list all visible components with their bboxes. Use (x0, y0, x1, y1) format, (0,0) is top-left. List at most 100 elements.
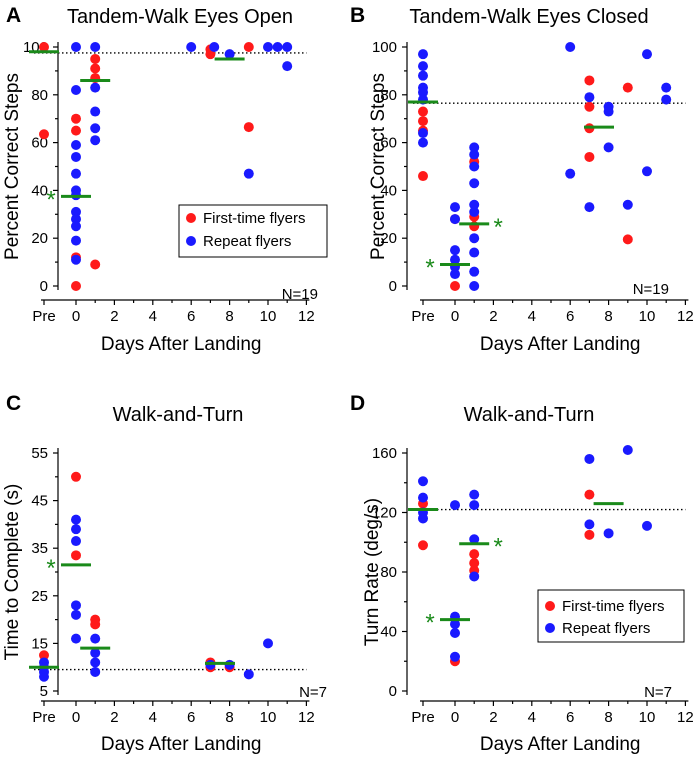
panel-b-point-first-time (418, 171, 428, 182)
panel-b-x-tick-label: 2 (489, 308, 497, 325)
panel-b-point-repeat (603, 142, 614, 153)
panel-b-point-repeat (469, 206, 480, 217)
panel-a-legend-marker (186, 236, 196, 246)
panel-d-y-tick-label: 0 (389, 683, 397, 700)
panel-d-x-tick-label: 0 (451, 709, 459, 726)
panel-c-title: Walk-and-Turn (113, 404, 244, 426)
panel-c-letter: C (6, 392, 21, 415)
panel-c-x-tick-label: 10 (260, 709, 277, 726)
panel-b-point-first-time (584, 101, 595, 112)
panel-d-point-repeat (469, 489, 480, 500)
panel-d-point-repeat (584, 453, 595, 464)
panel-d-x-label: Days After Landing (480, 734, 641, 755)
panel-c-point-repeat (71, 600, 81, 611)
panel-a-y-tick-label: 40 (31, 182, 48, 199)
panel-b-y-label: Percent Correct Steps (368, 73, 389, 260)
panel-c-point-first-time (71, 471, 81, 482)
panel-c-point-repeat (90, 666, 101, 677)
panel-a-point-repeat (90, 123, 101, 134)
panel-a-point-first-time (243, 122, 254, 133)
panel-c-significance-star: * (46, 555, 55, 582)
panel-a-legend-label: First-time flyers (203, 210, 306, 227)
panel-d-legend-label: First-time flyers (562, 598, 665, 615)
panel-b-point-repeat (418, 61, 428, 72)
panel-d-y-tick-label: 40 (380, 624, 397, 641)
panel-a-point-repeat (272, 42, 283, 52)
panel-b-point-repeat (469, 266, 480, 277)
panel-d-letter: D (350, 392, 365, 415)
panel-d-n-label: N=7 (644, 684, 672, 701)
panel-c-y-tick-label: 55 (31, 445, 48, 462)
panel-b-point-repeat (469, 161, 480, 172)
panel-a-point-repeat (186, 42, 197, 52)
panel-c-y-tick-label: 25 (31, 588, 48, 605)
panel-d-x-tick-label: 4 (528, 709, 536, 726)
panel-c-y-tick-label: 45 (31, 493, 48, 510)
panel-d-legend-label: Repeat flyers (562, 620, 650, 637)
panel-d-legend-marker (545, 601, 555, 611)
panel-d-point-repeat (418, 476, 428, 487)
panel-d-point-repeat (469, 571, 480, 582)
panel-d-point-repeat (450, 619, 460, 630)
panel-d-point-repeat (622, 445, 633, 456)
panel-a-point-first-time (71, 113, 81, 124)
panel-d-point-first-time (418, 540, 428, 551)
panel-a-point-first-time (90, 53, 101, 64)
panel-a-point-repeat (71, 151, 81, 162)
panel-a-x-tick-label: Pre (32, 308, 55, 325)
panel-a-point-repeat (282, 42, 293, 52)
panel-a-significance-star: * (46, 186, 55, 213)
panel-c-point-repeat (243, 669, 254, 680)
panel-a-point-first-time (90, 63, 101, 74)
panel-c-point-repeat (90, 657, 101, 668)
panel-a-x-tick-label: 0 (72, 308, 80, 325)
panel-b-significance-star: * (425, 254, 434, 281)
panel-d-x-tick-label: 8 (604, 709, 612, 726)
panel-c-y-label: Time to Complete (s) (2, 484, 23, 661)
panel-c-point-first-time (90, 619, 101, 630)
panel-d-point-repeat (418, 492, 428, 503)
panel-b-point-repeat (418, 128, 428, 139)
panel-b-point-repeat (642, 166, 652, 177)
panel-d-point-repeat (450, 500, 460, 511)
panel-b-point-repeat (469, 199, 480, 210)
panel-d-y-label: Turn Rate (deg/s) (362, 498, 383, 646)
panel-a-point-repeat (90, 42, 101, 52)
panel-b-point-repeat (418, 49, 428, 60)
panel-a-point-repeat (71, 254, 81, 265)
panel-c-point-repeat (39, 671, 49, 682)
panel-b-point-repeat (418, 137, 428, 148)
panel-a-point-repeat (263, 42, 273, 52)
panel-d-significance-star: * (494, 534, 503, 561)
panel-c-point-repeat (71, 536, 81, 547)
panel-d-title: Walk-and-Turn (464, 404, 595, 426)
panel-d-point-first-time (584, 489, 595, 500)
panel-b-point-first-time (584, 75, 595, 86)
panel-d-point-repeat (642, 520, 652, 531)
panel-c-x-tick-label: 12 (298, 709, 315, 726)
panel-b-point-repeat (418, 70, 428, 81)
panel-d-point-repeat (418, 513, 428, 524)
panel-a-point-first-time (39, 129, 49, 140)
panel-d-point-first-time (469, 549, 480, 560)
panel-b-point-repeat (469, 281, 480, 291)
panel-d-point-repeat (450, 651, 460, 662)
panel-b-point-repeat (418, 87, 428, 98)
panel-b-point-repeat (584, 92, 595, 103)
panel-b-point-repeat (469, 178, 480, 189)
panel-b-title: Tandem-Walk Eyes Closed (409, 6, 648, 28)
panel-c-y-tick-label: 5 (40, 683, 48, 700)
panel-b-point-repeat (469, 233, 480, 244)
panel-b-point-first-time (418, 106, 428, 117)
panel-a-x-tick-label: 2 (110, 308, 118, 325)
panel-c-point-first-time (39, 650, 49, 661)
panel-a-point-repeat (282, 61, 293, 72)
panel-b-point-repeat (565, 42, 576, 52)
panel-b-point-first-time (584, 151, 595, 162)
panel-a-point-repeat (90, 106, 101, 117)
panel-c-y-tick-label: 35 (31, 540, 48, 557)
panel-c-point-repeat (90, 647, 101, 658)
panel-b-point-repeat (469, 149, 480, 160)
panel-c-x-tick-label: 0 (72, 709, 80, 726)
